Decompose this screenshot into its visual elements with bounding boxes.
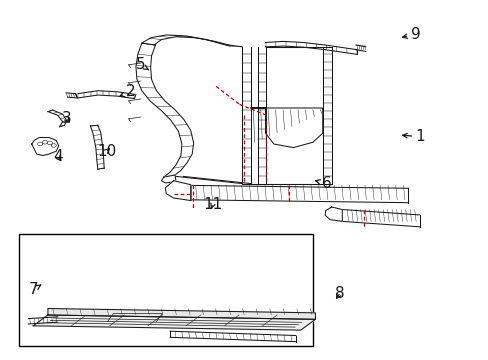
Polygon shape — [32, 138, 59, 156]
Polygon shape — [161, 175, 176, 183]
Polygon shape — [33, 315, 315, 330]
Text: 7: 7 — [28, 282, 41, 297]
Text: 2: 2 — [120, 84, 136, 99]
Polygon shape — [48, 309, 315, 319]
Text: 5: 5 — [136, 57, 148, 72]
Text: 1: 1 — [402, 129, 425, 144]
Polygon shape — [325, 207, 342, 221]
Text: 8: 8 — [334, 286, 344, 301]
Text: 4: 4 — [53, 149, 62, 164]
Text: 10: 10 — [97, 144, 116, 159]
Text: 6: 6 — [315, 176, 331, 191]
Bar — [19, 234, 312, 346]
Text: 3: 3 — [61, 111, 71, 126]
Polygon shape — [165, 181, 190, 201]
Text: 11: 11 — [203, 197, 222, 212]
Text: 9: 9 — [402, 27, 420, 42]
